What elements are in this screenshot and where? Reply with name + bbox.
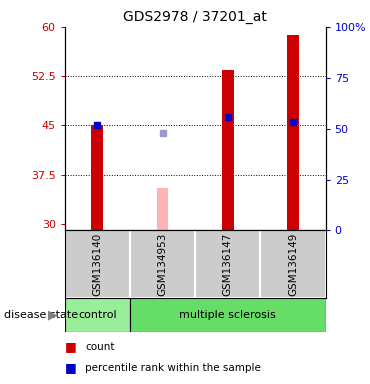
Bar bbox=[130, 230, 195, 298]
Text: GSM136149: GSM136149 bbox=[288, 232, 298, 296]
Text: GSM134953: GSM134953 bbox=[158, 232, 168, 296]
Bar bbox=[195, 230, 260, 298]
Text: GSM136147: GSM136147 bbox=[223, 232, 233, 296]
Text: disease state: disease state bbox=[4, 310, 78, 320]
Bar bbox=[157, 188, 168, 230]
Bar bbox=[260, 230, 326, 298]
Bar bbox=[91, 125, 103, 230]
Text: control: control bbox=[78, 310, 117, 320]
Bar bbox=[287, 35, 299, 230]
Title: GDS2978 / 37201_at: GDS2978 / 37201_at bbox=[123, 10, 267, 25]
Text: ■: ■ bbox=[65, 382, 77, 384]
Bar bbox=[130, 298, 326, 332]
Bar bbox=[222, 70, 233, 230]
Text: multiple sclerosis: multiple sclerosis bbox=[179, 310, 276, 320]
Text: GSM136140: GSM136140 bbox=[92, 232, 102, 296]
Bar bbox=[65, 230, 130, 298]
Text: percentile rank within the sample: percentile rank within the sample bbox=[85, 362, 261, 373]
Text: count: count bbox=[85, 341, 115, 352]
Text: ■: ■ bbox=[65, 361, 77, 374]
Bar bbox=[65, 298, 130, 332]
Text: ■: ■ bbox=[65, 340, 77, 353]
Text: ▶: ▶ bbox=[48, 308, 57, 321]
